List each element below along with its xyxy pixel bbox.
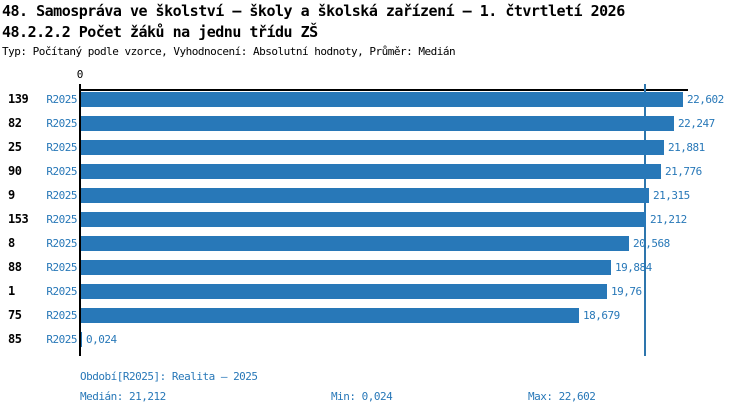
stat-max: Max: 22,602 bbox=[528, 390, 596, 403]
chart-row: 85 R2025 0,024 bbox=[0, 332, 750, 347]
bar bbox=[81, 188, 649, 203]
legend-period: Období[R2025]: Realita – 2025 bbox=[80, 370, 258, 383]
bar-value-label: 20,568 bbox=[633, 237, 670, 250]
bar bbox=[81, 260, 611, 275]
bar-value-label: 21,315 bbox=[653, 189, 690, 202]
row-category-label: 75 bbox=[8, 308, 22, 322]
row-period-label: R2025 bbox=[46, 285, 77, 298]
row-period-label: R2025 bbox=[46, 213, 77, 226]
bar bbox=[81, 236, 629, 251]
chart-row: 1 R2025 19,76 bbox=[0, 284, 750, 299]
bar bbox=[81, 332, 82, 347]
bar bbox=[81, 140, 664, 155]
chart-row: 75 R2025 18,679 bbox=[0, 308, 750, 323]
row-period-label: R2025 bbox=[46, 141, 77, 154]
row-category-label: 1 bbox=[8, 284, 15, 298]
chart-row: 8 R2025 20,568 bbox=[0, 236, 750, 251]
chart-row: 9 R2025 21,315 bbox=[0, 188, 750, 203]
row-period-label: R2025 bbox=[46, 237, 77, 250]
bar bbox=[81, 164, 661, 179]
row-category-label: 90 bbox=[8, 164, 22, 178]
row-category-label: 82 bbox=[8, 116, 22, 130]
chart-row: 82 R2025 22,247 bbox=[0, 116, 750, 131]
row-category-label: 25 bbox=[8, 140, 22, 154]
bar-value-label: 0,024 bbox=[86, 333, 117, 346]
chart-title: 48.2.2.2 Počet žáků na jednu třídu ZŠ bbox=[2, 23, 318, 41]
x-axis-top-line bbox=[79, 89, 688, 91]
bar-value-label: 21,212 bbox=[650, 213, 687, 226]
row-period-label: R2025 bbox=[46, 189, 77, 202]
row-period-label: R2025 bbox=[46, 165, 77, 178]
row-category-label: 85 bbox=[8, 332, 22, 346]
bar-value-label: 22,602 bbox=[687, 93, 724, 106]
chart-row: 153 R2025 21,212 bbox=[0, 212, 750, 227]
chart-meta-line: Typ: Počítaný podle vzorce, Vyhodnocení:… bbox=[2, 45, 456, 58]
bar bbox=[81, 212, 646, 227]
bar-value-label: 22,247 bbox=[678, 117, 715, 130]
bar bbox=[81, 284, 607, 299]
chart-row: 90 R2025 21,776 bbox=[0, 164, 750, 179]
bar-value-label: 18,679 bbox=[583, 309, 620, 322]
bar bbox=[81, 116, 674, 131]
chart-row: 88 R2025 19,884 bbox=[0, 260, 750, 275]
row-period-label: R2025 bbox=[46, 333, 77, 346]
row-category-label: 88 bbox=[8, 260, 22, 274]
report-title: 48. Samospráva ve školství – školy a ško… bbox=[2, 2, 625, 20]
bar bbox=[81, 308, 579, 323]
y-axis-line bbox=[79, 84, 81, 356]
row-category-label: 139 bbox=[8, 92, 29, 106]
bar-value-label: 19,884 bbox=[615, 261, 652, 274]
row-category-label: 153 bbox=[8, 212, 29, 226]
bar-value-label: 19,76 bbox=[611, 285, 642, 298]
x-axis-zero-tick-label: 0 bbox=[76, 68, 84, 81]
row-period-label: R2025 bbox=[46, 309, 77, 322]
row-category-label: 9 bbox=[8, 188, 15, 202]
stat-min: Min: 0,024 bbox=[331, 390, 393, 403]
row-period-label: R2025 bbox=[46, 93, 77, 106]
bar-value-label: 21,776 bbox=[665, 165, 702, 178]
bar bbox=[81, 92, 683, 107]
row-period-label: R2025 bbox=[46, 261, 77, 274]
stat-median: Medián: 21,212 bbox=[80, 390, 166, 403]
chart-row: 139 R2025 22,602 bbox=[0, 92, 750, 107]
row-category-label: 8 bbox=[8, 236, 15, 250]
row-period-label: R2025 bbox=[46, 117, 77, 130]
chart-row: 25 R2025 21,881 bbox=[0, 140, 750, 155]
bar-value-label: 21,881 bbox=[668, 141, 705, 154]
